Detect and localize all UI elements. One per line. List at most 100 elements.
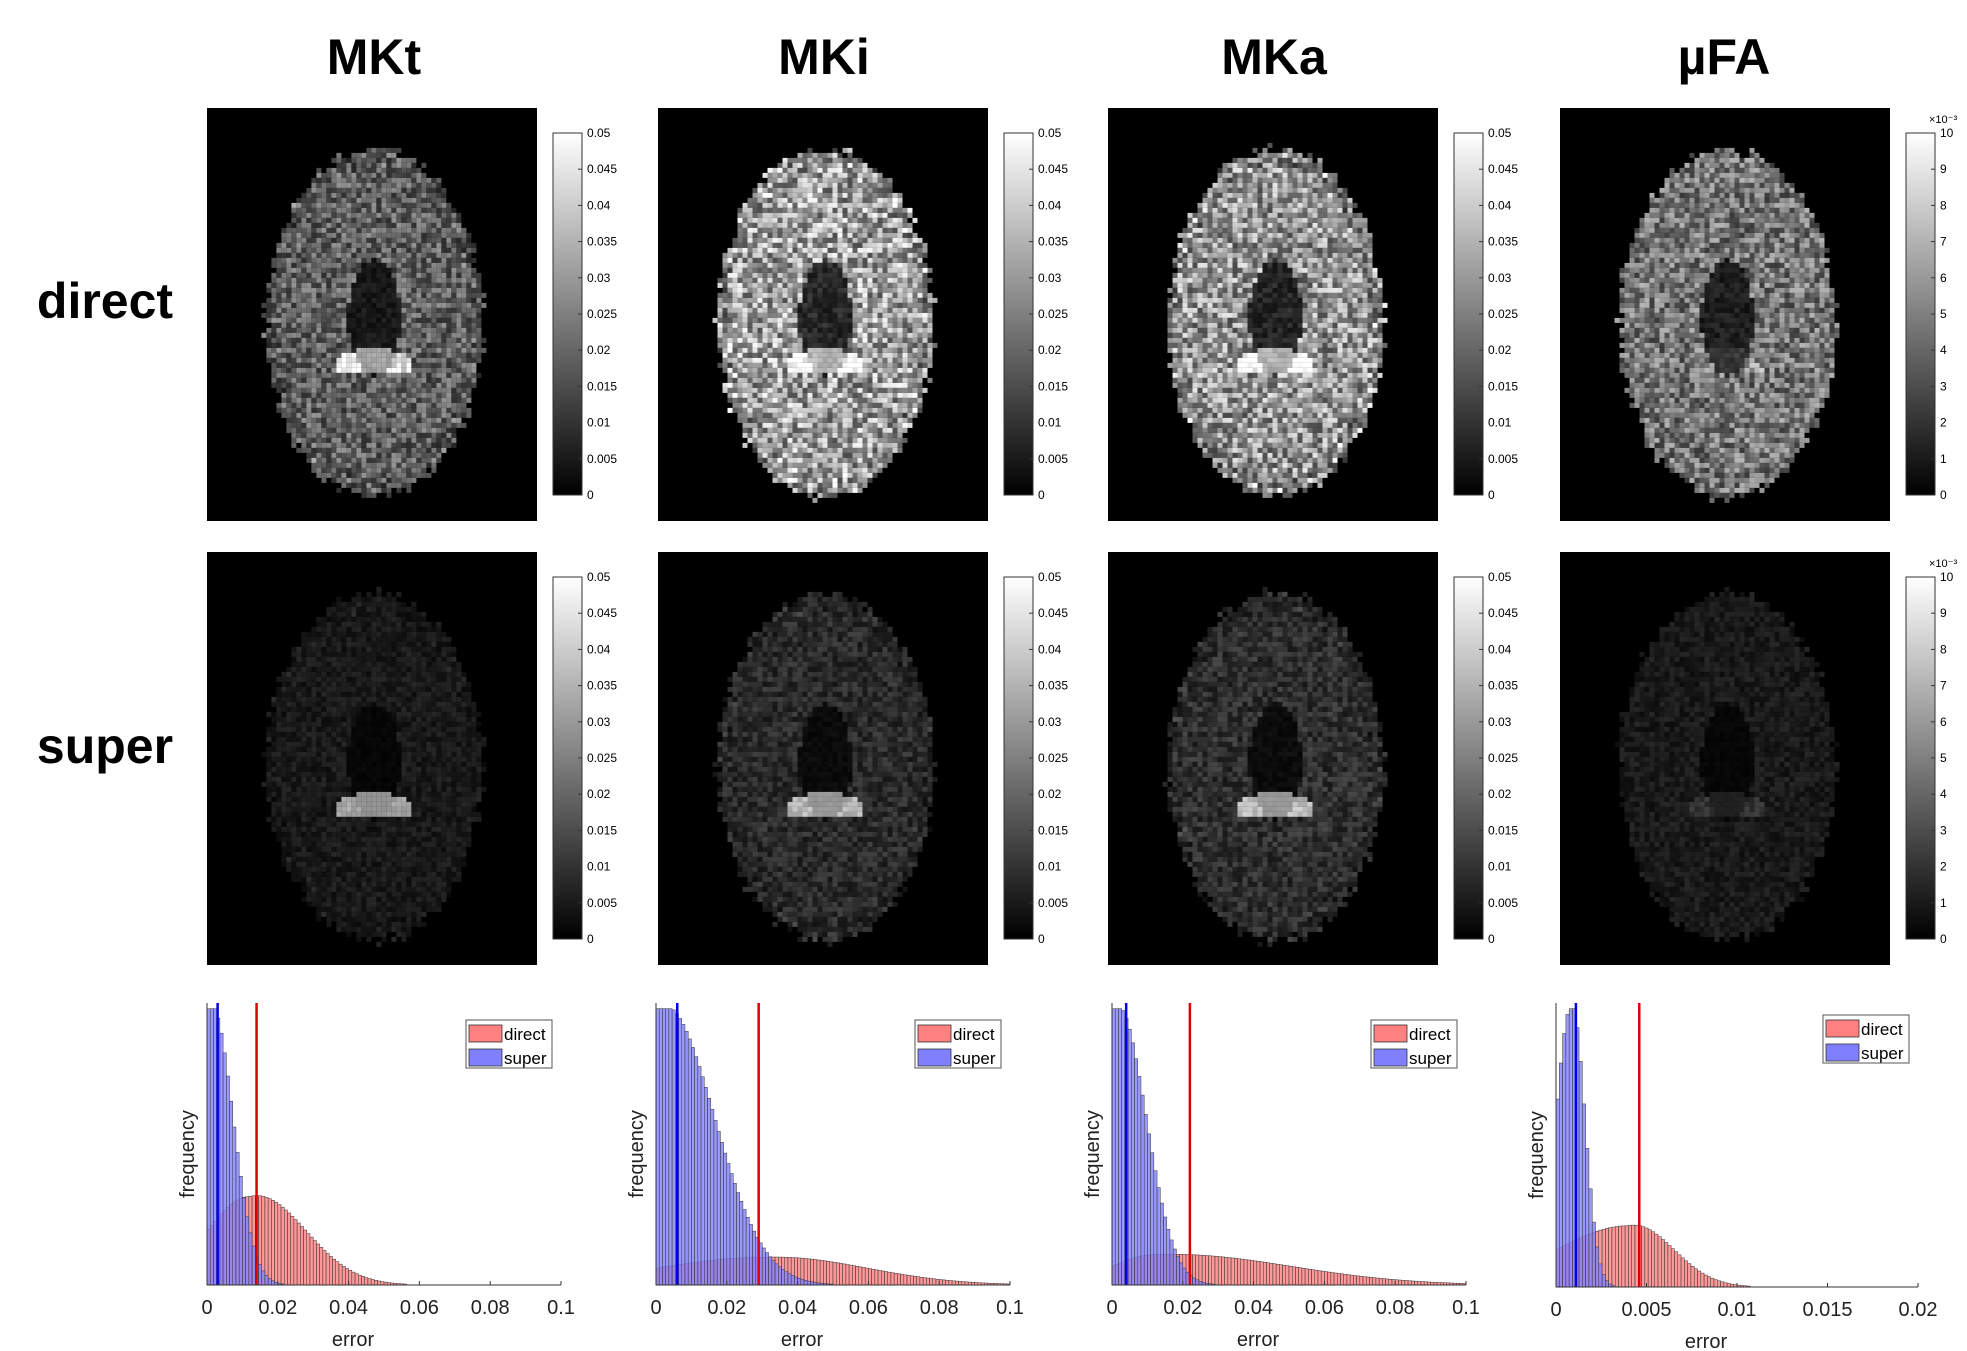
voxel <box>311 702 316 707</box>
voxel <box>411 867 416 872</box>
voxel <box>361 373 366 378</box>
voxel <box>411 453 416 458</box>
voxel <box>306 702 311 707</box>
voxel <box>346 672 351 677</box>
voxel <box>271 782 276 787</box>
voxel <box>406 767 411 772</box>
voxel <box>281 383 286 388</box>
voxel <box>331 363 336 368</box>
voxel <box>376 478 381 483</box>
voxel <box>286 313 291 318</box>
voxel <box>286 383 291 388</box>
voxel <box>366 473 371 478</box>
voxel <box>301 328 306 333</box>
voxel <box>426 742 431 747</box>
voxel <box>356 837 361 842</box>
voxel <box>371 258 376 263</box>
voxel <box>441 657 446 662</box>
voxel <box>818 153 823 158</box>
voxel <box>296 692 301 697</box>
voxel <box>411 338 416 343</box>
voxel <box>406 842 411 847</box>
voxel <box>436 423 441 428</box>
voxel <box>351 887 356 892</box>
voxel <box>416 223 421 228</box>
voxel <box>341 158 346 163</box>
voxel <box>371 333 376 338</box>
voxel <box>326 922 331 927</box>
voxel <box>416 208 421 213</box>
voxel <box>401 418 406 423</box>
voxel <box>311 443 316 448</box>
voxel <box>411 832 416 837</box>
voxel <box>331 787 336 792</box>
voxel <box>396 488 401 493</box>
voxel <box>391 258 396 263</box>
voxel <box>371 692 376 697</box>
voxel <box>386 453 391 458</box>
voxel <box>381 328 386 333</box>
voxel <box>336 198 341 203</box>
voxel <box>456 418 461 423</box>
voxel <box>421 213 426 218</box>
voxel <box>436 622 441 627</box>
voxel <box>376 827 381 832</box>
voxel <box>361 178 366 183</box>
voxel <box>376 932 381 937</box>
voxel <box>346 687 351 692</box>
voxel <box>326 298 331 303</box>
voxel <box>386 837 391 842</box>
voxel <box>391 652 396 657</box>
voxel <box>436 223 441 228</box>
voxel <box>391 183 396 188</box>
voxel <box>436 268 441 273</box>
voxel <box>386 193 391 198</box>
voxel <box>481 762 486 767</box>
voxel <box>356 183 361 188</box>
voxel <box>471 787 476 792</box>
voxel <box>351 892 356 897</box>
voxel <box>828 158 833 163</box>
voxel <box>341 418 346 423</box>
voxel <box>421 403 426 408</box>
voxel <box>346 228 351 233</box>
voxel <box>356 278 361 283</box>
voxel <box>371 932 376 937</box>
voxel <box>381 418 386 423</box>
voxel <box>316 393 321 398</box>
voxel <box>451 757 456 762</box>
colorbar-tick-label: 0.05 <box>587 570 611 584</box>
voxel <box>351 408 356 413</box>
voxel <box>341 847 346 852</box>
voxel <box>301 797 306 802</box>
voxel <box>351 353 356 358</box>
voxel <box>341 912 346 917</box>
voxel <box>818 178 823 183</box>
voxel <box>431 438 436 443</box>
voxel <box>351 902 356 907</box>
voxel <box>321 802 326 807</box>
voxel <box>451 782 456 787</box>
voxel <box>366 917 371 922</box>
voxel <box>431 378 436 383</box>
voxel <box>341 253 346 258</box>
voxel <box>421 293 426 298</box>
voxel <box>266 732 271 737</box>
voxel <box>271 368 276 373</box>
voxel <box>341 388 346 393</box>
voxel <box>341 872 346 877</box>
voxel <box>346 468 351 473</box>
voxel <box>441 632 446 637</box>
voxel <box>416 712 421 717</box>
voxel <box>316 318 321 323</box>
voxel <box>451 288 456 293</box>
voxel <box>276 248 281 253</box>
voxel <box>356 937 361 942</box>
voxel <box>271 363 276 368</box>
voxel <box>873 178 878 183</box>
voxel <box>391 612 396 617</box>
voxel <box>306 213 311 218</box>
voxel <box>291 687 296 692</box>
voxel <box>356 303 361 308</box>
voxel <box>296 373 301 378</box>
